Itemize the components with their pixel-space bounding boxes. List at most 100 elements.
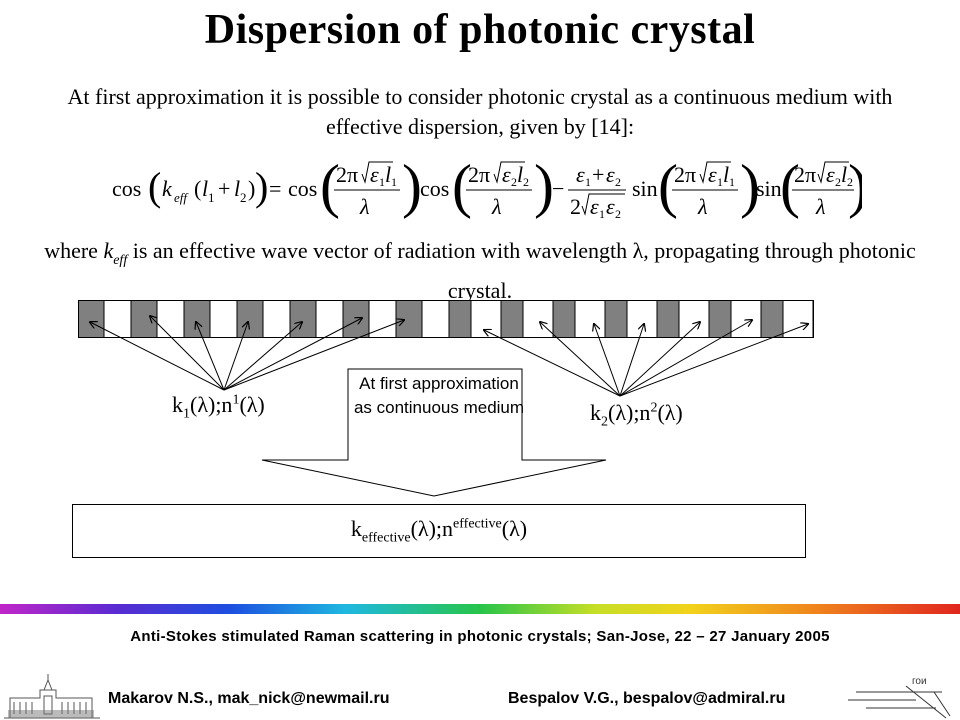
conference-text: Anti-Stokes stimulated Raman scattering … xyxy=(130,628,830,645)
svg-text:ε: ε xyxy=(576,162,585,187)
svg-text:2π: 2π xyxy=(336,162,358,187)
crystal-layer-dark xyxy=(552,300,576,338)
svg-text:2: 2 xyxy=(835,175,841,189)
svg-text:1: 1 xyxy=(208,190,215,205)
svg-text:cos: cos xyxy=(112,176,141,201)
svg-text:ε: ε xyxy=(826,162,835,187)
crystal-layer-dark xyxy=(342,300,370,338)
svg-text:1: 1 xyxy=(599,207,605,221)
svg-text:cos: cos xyxy=(420,176,449,201)
svg-text:+: + xyxy=(218,176,230,201)
k1-label: k1(λ);n1(λ) xyxy=(172,392,265,422)
crystal-layer-light xyxy=(156,300,185,338)
svg-text:): ) xyxy=(740,156,760,219)
crystal-layer-dark xyxy=(448,300,472,338)
crystal-layer-dark xyxy=(656,300,680,338)
svg-text:2: 2 xyxy=(615,175,621,189)
svg-text:1: 1 xyxy=(391,175,397,189)
svg-text:λ: λ xyxy=(697,194,708,219)
crystal-layer-dark xyxy=(760,300,784,338)
svg-text:2π: 2π xyxy=(794,162,816,187)
svg-text:2: 2 xyxy=(523,175,529,189)
svg-text:(: ( xyxy=(780,156,800,219)
svg-text:ε: ε xyxy=(590,194,599,219)
svg-text:ε: ε xyxy=(606,162,615,187)
svg-text:(: ( xyxy=(452,156,472,219)
crystal-layer-dark xyxy=(395,300,423,338)
crystal-layer-light xyxy=(626,300,658,338)
svg-text:): ) xyxy=(848,156,862,219)
goi-logo-text: гои xyxy=(912,676,927,687)
svg-text:sin: sin xyxy=(632,176,658,201)
svg-text:+: + xyxy=(592,162,604,187)
crystal-layer-dark xyxy=(500,300,524,338)
svg-text:λ: λ xyxy=(815,194,826,219)
svg-text:1: 1 xyxy=(717,175,723,189)
k2-label: k2(λ);n2(λ) xyxy=(590,400,683,430)
svg-text:l: l xyxy=(202,176,208,201)
crystal-layer-light xyxy=(470,300,502,338)
svg-text:λ: λ xyxy=(491,194,502,219)
svg-text:l: l xyxy=(385,162,391,187)
approximation-arrow xyxy=(261,368,607,497)
svg-text:2: 2 xyxy=(615,207,621,221)
crystal-layer-dark xyxy=(130,300,158,338)
crystal-layer-light xyxy=(368,300,397,338)
svg-text:l: l xyxy=(723,162,729,187)
crystal-layer-light xyxy=(522,300,554,338)
crystal-layer-dark xyxy=(78,300,105,338)
svg-text:(: ( xyxy=(320,156,340,219)
svg-text:ε: ε xyxy=(370,162,379,187)
author1-text: Makarov N.S., mak_nick@newmail.ru xyxy=(108,690,390,707)
rainbow-divider xyxy=(0,604,960,614)
svg-text:eff: eff xyxy=(174,190,189,205)
crystal-layer-dark xyxy=(708,300,732,338)
svg-text:k: k xyxy=(162,176,173,201)
crystal-layer-light xyxy=(262,300,291,338)
svg-text:1: 1 xyxy=(379,175,385,189)
svg-text:(: ( xyxy=(148,164,161,209)
svg-text:ε: ε xyxy=(708,162,717,187)
goi-logo-icon: гои xyxy=(848,676,951,719)
approximation-text: At first approximation as continuous med… xyxy=(353,374,525,417)
svg-text:l: l xyxy=(234,176,240,201)
crystal-layer-dark xyxy=(604,300,628,338)
crystal-layer-light xyxy=(421,300,450,338)
crystal-layer-dark xyxy=(236,300,264,338)
crystal-layer-dark xyxy=(289,300,317,338)
svg-text:l: l xyxy=(841,162,847,187)
dispersion-formula: cos ( k eff ( l 1 + l 2 ) ) = cos ( 2π ε… xyxy=(112,156,862,221)
crystal-layer-light xyxy=(315,300,344,338)
building-logo-icon xyxy=(4,674,100,719)
svg-text:): ) xyxy=(255,164,268,209)
svg-text:ε: ε xyxy=(502,162,511,187)
svg-text:2: 2 xyxy=(511,175,517,189)
svg-text:sin: sin xyxy=(756,176,782,201)
effective-label: keffective(λ);neffective(λ) xyxy=(350,515,528,546)
svg-text:ε: ε xyxy=(606,194,615,219)
slide-title: Dispersion of photonic crystal xyxy=(204,7,756,53)
svg-text:(: ( xyxy=(194,176,201,201)
svg-text:(: ( xyxy=(658,156,678,219)
crystal-layer-light xyxy=(574,300,606,338)
svg-text:λ: λ xyxy=(359,194,370,219)
svg-text:2: 2 xyxy=(240,190,247,205)
svg-text:2π: 2π xyxy=(468,162,490,187)
effective-medium-box: keffective(λ);neffective(λ) xyxy=(72,504,806,558)
crystal-layer-light xyxy=(782,300,814,338)
svg-text:=: = xyxy=(269,176,281,201)
crystal-layer-dark xyxy=(183,300,211,338)
svg-text:1: 1 xyxy=(729,175,735,189)
svg-text:2π: 2π xyxy=(674,162,696,187)
crystal-layer-light xyxy=(103,300,132,338)
intro-text: At first approximation it is possible to… xyxy=(67,84,893,139)
photonic-crystal-layers xyxy=(78,300,814,338)
crystal-layer-light xyxy=(209,300,238,338)
svg-text:): ) xyxy=(402,156,422,219)
crystal-layer-light xyxy=(678,300,710,338)
svg-text:2: 2 xyxy=(847,175,853,189)
svg-text:1: 1 xyxy=(585,175,591,189)
where-text: where keff is an effective wave vector o… xyxy=(44,238,916,303)
svg-text:): ) xyxy=(248,176,255,201)
author2-text: Bespalov V.G., bespalov@admiral.ru xyxy=(508,690,786,707)
